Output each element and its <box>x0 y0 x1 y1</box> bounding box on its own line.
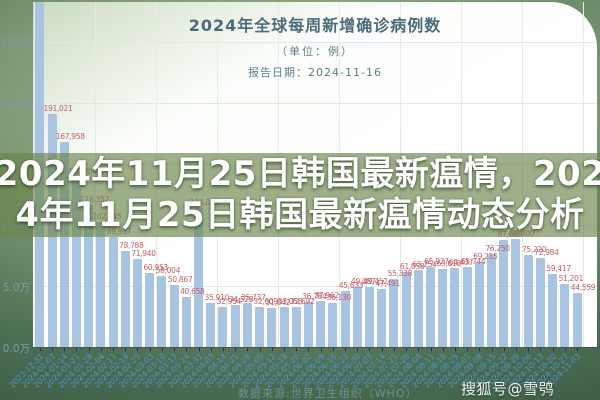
x-tick-label: 2023-12-31 <box>7 352 46 390</box>
y-tick-label: 5.0万 <box>2 281 30 294</box>
x-tick-label: 2024-01-14 <box>31 352 70 390</box>
headline-line-2: 4年11月25日韩国最新瘟情动态分析 <box>15 195 585 235</box>
x-tick-label: 2024-04-21 <box>202 352 241 390</box>
x-tick-mark <box>393 348 395 351</box>
x-tick-mark <box>174 348 176 351</box>
x-tick-mark <box>467 348 469 351</box>
x-tick-label: 2024-01-07 <box>19 352 58 390</box>
data-source-label: 数据来源:世界卫生组织（WHO） <box>238 387 418 400</box>
x-tick-mark <box>442 348 444 351</box>
x-tick-label: 2024-03-10 <box>129 352 168 390</box>
x-tick-label: 2024-04-07 <box>178 352 217 390</box>
x-tick-mark <box>198 348 200 351</box>
x-tick-mark <box>88 348 90 351</box>
headline-line-1: 2024年11月25日韩国最新瘟情，202 <box>0 154 600 194</box>
x-tick-mark <box>320 348 322 351</box>
x-tick-mark <box>210 348 212 351</box>
x-tick-mark <box>271 348 273 351</box>
x-tick-mark <box>332 348 334 351</box>
x-tick-mark <box>52 348 53 351</box>
y-tick-label: 20.0万 <box>0 98 34 111</box>
x-tick-mark <box>125 348 127 351</box>
x-tick-mark <box>406 348 408 351</box>
x-tick-label: 2024-03-31 <box>166 352 204 390</box>
x-tick-mark <box>491 348 493 351</box>
x-tick-mark <box>357 348 359 351</box>
y-tick-label: 0.0万 <box>2 343 30 355</box>
x-tick-mark <box>161 348 163 351</box>
x-tick-label: 2024-03-03 <box>117 352 156 390</box>
x-tick-mark <box>39 348 41 351</box>
x-tick-mark <box>186 348 188 351</box>
bar-value-label: 282,549 <box>31 0 60 1</box>
x-tick-mark <box>503 348 505 351</box>
x-tick-label: 2024-03-17 <box>141 352 180 390</box>
x-tick-mark <box>235 348 237 351</box>
report-date-label: 报告日期：2024-11-16 <box>248 66 382 79</box>
x-tick-mark <box>247 348 249 351</box>
x-tick-mark <box>308 348 310 351</box>
x-tick-mark <box>479 348 481 351</box>
chart-unit-subtitle: （单位：例） <box>276 45 354 58</box>
headline-overlay-banner: 2024年11月25日韩国最新瘟情，202 4年11月25日韩国最新瘟情动态分析 <box>0 153 600 237</box>
x-tick-mark <box>345 348 347 351</box>
x-tick-mark <box>540 348 542 351</box>
x-tick-label: 2024-01-28 <box>56 352 94 390</box>
x-tick-mark <box>564 348 566 351</box>
y-tick-label: 25.0万 <box>0 37 34 50</box>
x-tick-mark <box>100 348 102 351</box>
x-tick-mark <box>381 348 383 351</box>
x-tick-mark <box>454 348 456 351</box>
x-tick-label: 2024-02-04 <box>68 352 107 390</box>
x-tick-mark <box>137 348 139 351</box>
x-tick-mark <box>113 348 115 351</box>
x-tick-label: 2024-03-24 <box>153 352 192 390</box>
chart-title: 2024年全球每周新增确诊病例数 <box>188 16 442 35</box>
watermark-label: 搜狐号@雪鸮XueXiao <box>461 380 555 400</box>
x-tick-mark <box>552 348 554 351</box>
x-tick-mark <box>430 348 432 351</box>
chart-title-block: 2024年全球每周新增确诊病例数 （单位：例） 报告日期：2024-11-16 <box>33 12 597 80</box>
x-tick-mark <box>222 348 224 351</box>
x-tick-mark <box>369 348 371 351</box>
x-tick-label: 2024-04-14 <box>190 352 229 390</box>
x-axis-line <box>33 347 597 348</box>
x-tick-mark <box>284 348 285 351</box>
x-tick-mark <box>577 348 579 351</box>
x-tick-label: 2024-02-11 <box>80 352 119 390</box>
x-tick-mark <box>296 348 298 351</box>
x-tick-mark <box>259 348 261 351</box>
x-tick-label: 2024-02-25 <box>105 352 143 390</box>
x-tick-mark <box>149 348 151 351</box>
x-tick-mark <box>76 348 78 351</box>
x-tick-mark <box>528 348 530 351</box>
x-tick-label: 2024-02-18 <box>92 352 131 390</box>
x-tick-label: 2024-01-21 <box>43 352 82 390</box>
x-tick-mark <box>418 348 420 351</box>
x-tick-mark <box>515 348 517 351</box>
x-tick-mark <box>64 348 66 351</box>
